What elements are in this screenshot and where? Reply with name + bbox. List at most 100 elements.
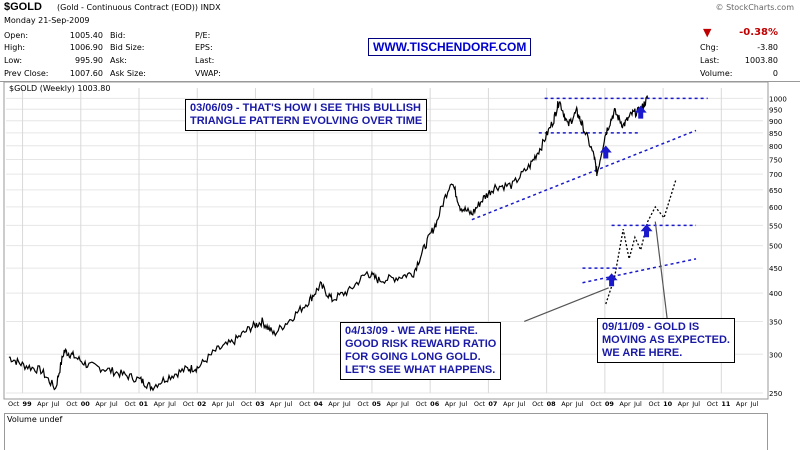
- x-tick-label: Apr: [678, 400, 690, 408]
- annotation-line: 04/13/09 - WE ARE HERE.: [345, 325, 478, 337]
- y-tick-label: 350: [769, 318, 782, 326]
- x-tick-label: Jul: [284, 400, 293, 408]
- x-tick-label: Oct: [8, 400, 20, 408]
- vwap-label: VWAP:: [195, 69, 221, 78]
- x-tick-label: Jul: [51, 400, 60, 408]
- up-arrow-icon: [640, 224, 653, 238]
- annotation-line: MOVING AS EXPECTED.: [602, 334, 730, 346]
- y-tick-label: 700: [769, 171, 782, 179]
- annotation-line: LET'S SEE WHAT HAPPENS.: [345, 364, 496, 376]
- x-tick-label: Oct: [532, 400, 544, 408]
- x-tick-label: 99: [23, 400, 33, 408]
- x-tick-label: 05: [372, 400, 382, 408]
- x-tick-label: Jul: [109, 400, 118, 408]
- x-tick-label: Jul: [400, 400, 409, 408]
- website-link[interactable]: WWW.TISCHENDORF.COM: [368, 38, 532, 56]
- volume-panel: Volume undef: [4, 413, 768, 450]
- up-arrow-icon: [634, 105, 647, 119]
- x-tick-label: Jul: [458, 400, 467, 408]
- open-value: 1005.40: [69, 31, 103, 40]
- chart-legend: $GOLD (Weekly) 1003.80: [9, 84, 111, 93]
- x-tick-label: Jul: [342, 400, 351, 408]
- date: Monday 21-Sep-2009: [4, 16, 90, 25]
- x-tick-label: Apr: [387, 400, 399, 408]
- x-tick-label: Jul: [575, 400, 584, 408]
- y-tick-label: 550: [769, 222, 782, 230]
- x-tick-label: Apr: [37, 400, 49, 408]
- x-tick-label: 09: [605, 400, 615, 408]
- y-tick-label: 500: [769, 243, 782, 251]
- x-tick-label: Apr: [328, 400, 340, 408]
- x-tick-label: 02: [197, 400, 206, 408]
- x-tick-label: Apr: [212, 400, 224, 408]
- high-label: High:: [4, 43, 26, 52]
- change-percent: -0.38%: [739, 27, 778, 38]
- annotation-we-are-here: 04/13/09 - WE ARE HERE. GOOD RISK REWARD…: [340, 322, 502, 380]
- x-tick-label: Oct: [357, 400, 369, 408]
- y-tick-label: 950: [769, 106, 782, 114]
- price-line: [8, 94, 649, 392]
- x-tick-label: Oct: [66, 400, 78, 408]
- chg-label: Chg:: [700, 43, 719, 52]
- y-tick-label: 1000: [769, 95, 787, 103]
- x-axis: Oct 99 Apr Jul Oct 00 Apr Jul Oct 01 Apr Jul Oct 02 Ap…: [8, 400, 758, 408]
- x-tick-label: Jul: [517, 400, 526, 408]
- x-tick-label: Oct: [299, 400, 311, 408]
- low-label: Low:: [4, 56, 23, 65]
- up-arrow-icon: [605, 273, 618, 287]
- x-tick-label: Oct: [241, 400, 253, 408]
- y-tick-label: 650: [769, 187, 782, 195]
- pe-label: P/E:: [195, 31, 211, 40]
- annotation-line: TRIANGLE PATTERN EVOLVING OVER TIME: [190, 115, 423, 127]
- y-tick-label: 800: [769, 143, 782, 151]
- x-tick-label: Oct: [590, 400, 602, 408]
- y-tick-label: 900: [769, 118, 782, 126]
- volume-panel-label: Volume undef: [7, 415, 63, 424]
- arrow-markers: [599, 105, 653, 287]
- x-tick-label: Jul: [633, 400, 642, 408]
- annotation-line: WE ARE HERE.: [602, 347, 683, 359]
- y-tick-label: 250: [769, 390, 782, 398]
- y-tick-label: 850: [769, 130, 782, 138]
- x-tick-label: 10: [663, 400, 673, 408]
- high-value: 1006.90: [69, 43, 103, 52]
- x-tick-label: Oct: [649, 400, 661, 408]
- annotation-line: 09/11/09 - GOLD IS: [602, 321, 700, 333]
- up-arrow-icon: [599, 145, 612, 159]
- chg-value: -3.80: [757, 43, 778, 52]
- x-tick-label: Apr: [95, 400, 107, 408]
- x-tick-label: 11: [721, 400, 731, 408]
- symbol: $GOLD: [4, 1, 42, 13]
- bid-size-label: Bid Size:: [110, 43, 145, 52]
- last-value: 1003.80: [744, 56, 778, 65]
- y-tick-label: 300: [769, 351, 782, 359]
- y-tick-label: 450: [769, 265, 782, 273]
- x-tick-label: Apr: [561, 400, 573, 408]
- x-tick-label: Apr: [619, 400, 631, 408]
- open-label: Open:: [4, 31, 29, 40]
- x-tick-label: Apr: [503, 400, 515, 408]
- ask-label: Ask:: [110, 56, 127, 65]
- annotation-bullish-triangle: 03/06/09 - THAT'S HOW I SEE THIS BULLISH…: [185, 99, 428, 131]
- y-tick-label: 600: [769, 204, 782, 212]
- low-value: 995.90: [75, 56, 103, 65]
- bid-label: Bid:: [110, 31, 126, 40]
- annotation-line: GOOD RISK REWARD RATIO: [345, 338, 497, 350]
- symbol-description: (Gold - Continuous Contract (EOD)) INDX: [57, 3, 221, 12]
- projection-line: [605, 180, 677, 305]
- x-tick-label: Oct: [474, 400, 486, 408]
- x-tick-label: Oct: [707, 400, 719, 408]
- x-tick-label: 04: [314, 400, 324, 408]
- volume-axis: [768, 413, 800, 450]
- x-tick-label: Apr: [736, 400, 748, 408]
- prev-close-value: 1007.60: [69, 69, 103, 78]
- x-tick-label: 08: [547, 400, 557, 408]
- x-tick-label: Oct: [124, 400, 136, 408]
- x-tick-label: 06: [430, 400, 440, 408]
- down-arrow-icon: ▼: [703, 26, 712, 39]
- annotation-line: 03/06/09 - THAT'S HOW I SEE THIS BULLISH: [190, 102, 422, 114]
- annotation-line: FOR GOING LONG GOLD.: [345, 351, 481, 363]
- x-tick-label: Jul: [749, 400, 758, 408]
- x-tick-label: Oct: [416, 400, 428, 408]
- x-tick-label: Jul: [225, 400, 234, 408]
